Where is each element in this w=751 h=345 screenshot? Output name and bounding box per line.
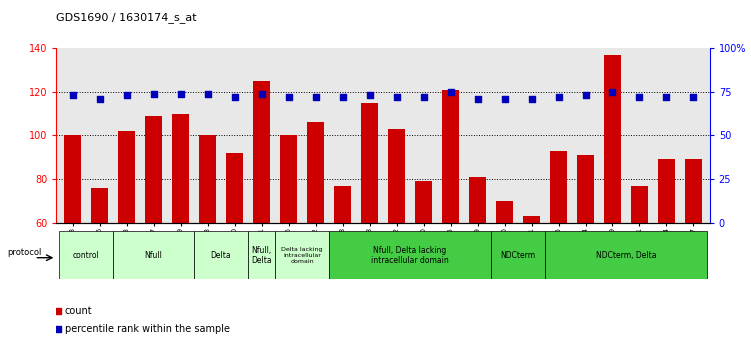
Text: Nfull,
Delta: Nfull, Delta	[251, 246, 272, 265]
Point	[607, 89, 619, 95]
Text: Nfull: Nfull	[145, 251, 162, 260]
Point	[67, 92, 79, 98]
Bar	[306, 122, 324, 223]
Point	[526, 96, 538, 101]
Point	[418, 94, 430, 100]
Bar	[577, 155, 594, 223]
Bar	[59, 231, 113, 279]
Bar	[329, 231, 491, 279]
Bar	[248, 231, 275, 279]
Text: GDS1690 / 1630174_s_at: GDS1690 / 1630174_s_at	[56, 12, 197, 23]
Point	[553, 94, 565, 100]
Bar	[279, 136, 297, 223]
Bar	[172, 114, 189, 223]
Point	[499, 96, 511, 101]
Text: Delta: Delta	[211, 251, 231, 260]
Point	[174, 91, 186, 96]
Point	[634, 94, 646, 100]
Bar	[113, 231, 194, 279]
Bar	[118, 131, 135, 223]
Bar	[253, 81, 270, 223]
Text: count: count	[65, 306, 92, 315]
Bar	[631, 186, 648, 223]
Point	[94, 96, 106, 101]
Point	[660, 94, 672, 100]
Point	[147, 91, 159, 96]
Text: Delta lacking
intracellular
domain: Delta lacking intracellular domain	[282, 247, 323, 264]
Bar	[469, 177, 487, 223]
Point	[472, 96, 484, 101]
Bar	[226, 153, 243, 223]
Bar	[604, 55, 621, 223]
Point	[255, 268, 267, 273]
Point	[580, 92, 592, 98]
Point	[687, 94, 699, 100]
Text: protocol: protocol	[8, 248, 42, 257]
Bar	[658, 159, 675, 223]
Text: Nfull, Delta lacking
intracellular domain: Nfull, Delta lacking intracellular domai…	[371, 246, 449, 265]
Text: percentile rank within the sample: percentile rank within the sample	[65, 325, 230, 334]
Bar	[388, 129, 406, 223]
Point	[445, 89, 457, 95]
Point	[120, 92, 132, 98]
Bar	[91, 188, 108, 223]
Bar	[333, 186, 351, 223]
Bar	[523, 216, 540, 223]
Text: NDCterm, Delta: NDCterm, Delta	[596, 251, 656, 260]
Point	[282, 94, 294, 100]
Bar	[145, 116, 162, 223]
Bar	[275, 231, 329, 279]
Point	[255, 91, 267, 96]
Bar	[194, 231, 248, 279]
Point	[201, 91, 213, 96]
Bar	[442, 90, 460, 223]
Text: NDCterm: NDCterm	[500, 251, 535, 260]
Bar	[491, 231, 545, 279]
Point	[228, 94, 240, 100]
Bar	[550, 151, 567, 223]
Point	[255, 95, 267, 101]
Bar	[496, 201, 513, 223]
Point	[336, 94, 348, 100]
Bar	[545, 231, 707, 279]
Point	[309, 94, 321, 100]
Point	[363, 92, 376, 98]
Bar	[360, 103, 379, 223]
Bar	[685, 159, 702, 223]
Point	[391, 94, 403, 100]
Bar	[415, 181, 433, 223]
Bar	[64, 136, 81, 223]
Text: control: control	[73, 251, 99, 260]
Bar	[199, 136, 216, 223]
